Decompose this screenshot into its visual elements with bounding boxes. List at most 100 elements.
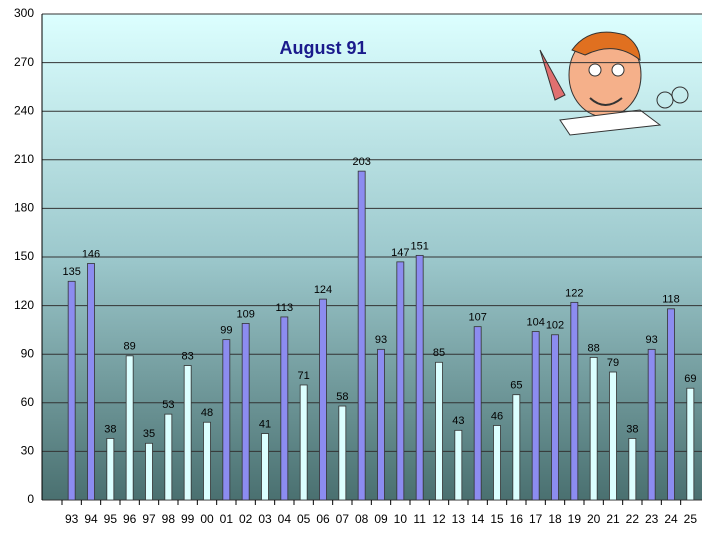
bar <box>686 387 695 501</box>
value-label: 35 <box>143 428 155 440</box>
bar <box>589 357 598 501</box>
bar <box>338 405 347 501</box>
clipart <box>539 31 689 136</box>
value-label: 124 <box>314 284 332 296</box>
value-label: 58 <box>336 391 348 403</box>
x-tick-label: 04 <box>278 512 292 526</box>
value-label: 135 <box>62 266 80 278</box>
value-label: 147 <box>391 247 409 259</box>
value-label: 151 <box>410 240 428 252</box>
y-tick-label: 300 <box>14 6 34 20</box>
bar <box>357 170 366 501</box>
x-tick-label: 20 <box>587 512 601 526</box>
value-label: 71 <box>298 370 310 382</box>
y-tick-label: 0 <box>27 492 34 506</box>
bar <box>222 339 231 501</box>
x-tick-label: 19 <box>568 512 582 526</box>
x-tick-label: 21 <box>606 512 620 526</box>
y-tick-label: 60 <box>21 395 35 409</box>
y-tick-label: 120 <box>14 298 34 312</box>
bar <box>67 280 76 501</box>
x-tick-label: 11 <box>413 512 426 526</box>
value-label: 53 <box>162 399 174 411</box>
bar <box>667 308 675 501</box>
x-tick-label: 00 <box>200 512 214 526</box>
value-label: 118 <box>662 294 680 306</box>
x-tick-label: 14 <box>471 512 485 526</box>
x-tick-label: 93 <box>65 512 79 526</box>
x-tick-label: 97 <box>142 512 156 526</box>
x-tick-label: 94 <box>84 512 98 526</box>
x-tick-label: 25 <box>684 512 698 526</box>
x-tick-label: 08 <box>355 512 369 526</box>
y-tick-label: 90 <box>21 346 35 360</box>
y-tick-label: 30 <box>21 444 35 458</box>
bar <box>145 442 153 501</box>
value-label: 107 <box>468 312 486 324</box>
bar <box>570 301 579 501</box>
value-label: 93 <box>646 334 658 346</box>
bar <box>531 331 540 501</box>
bar <box>164 413 173 501</box>
value-label: 102 <box>546 320 564 332</box>
bar <box>125 355 134 501</box>
x-tick-label: 99 <box>181 512 195 526</box>
value-label: 93 <box>375 334 387 346</box>
x-tick-label: 09 <box>374 512 388 526</box>
value-label: 89 <box>124 341 136 353</box>
x-tick-label: 95 <box>104 512 118 526</box>
bar <box>551 334 559 501</box>
x-tick-label: 12 <box>432 512 446 526</box>
value-label: 46 <box>491 410 503 422</box>
x-tick-label: 96 <box>123 512 137 526</box>
bar <box>415 254 424 501</box>
x-tick-label: 98 <box>162 512 176 526</box>
x-tick-label: 06 <box>316 512 330 526</box>
x-tick-label: 13 <box>452 512 466 526</box>
bar <box>493 425 501 501</box>
x-tick-label: 01 <box>220 512 234 526</box>
value-label: 113 <box>276 302 294 314</box>
value-label: 85 <box>433 347 445 359</box>
x-tick-label: 23 <box>645 512 659 526</box>
x-tick-label: 05 <box>297 512 311 526</box>
bar <box>319 298 327 501</box>
value-label: 99 <box>220 325 232 337</box>
bar <box>454 429 463 501</box>
bar <box>377 348 385 501</box>
bar <box>280 316 289 501</box>
bar <box>203 421 211 501</box>
bar <box>183 365 192 501</box>
x-tick-label: 07 <box>336 512 350 526</box>
bar <box>473 326 482 501</box>
chart-title: August 91 <box>279 38 366 58</box>
value-label: 122 <box>565 287 583 299</box>
y-tick-label: 180 <box>14 201 34 215</box>
value-label: 83 <box>182 350 194 362</box>
value-label: 38 <box>626 423 638 435</box>
x-tick-label: 22 <box>626 512 640 526</box>
bar <box>609 371 617 501</box>
x-tick-label: 17 <box>529 512 543 526</box>
bar <box>87 263 95 501</box>
y-tick-label: 210 <box>14 152 34 166</box>
value-label: 41 <box>259 418 271 430</box>
bar <box>435 361 443 501</box>
bar <box>299 384 308 501</box>
bar <box>261 433 269 501</box>
value-label: 43 <box>452 415 464 427</box>
value-label: 88 <box>588 342 600 354</box>
value-label: 109 <box>236 308 254 320</box>
x-tick-label: 16 <box>510 512 524 526</box>
y-tick-label: 240 <box>14 103 34 117</box>
value-label: 48 <box>201 407 213 419</box>
value-label: 146 <box>82 248 100 260</box>
x-tick-label: 15 <box>490 512 504 526</box>
value-label: 79 <box>607 357 619 369</box>
bar <box>241 323 250 501</box>
x-tick-label: 24 <box>664 512 678 526</box>
x-tick-label: 02 <box>239 512 253 526</box>
value-label: 38 <box>104 423 116 435</box>
